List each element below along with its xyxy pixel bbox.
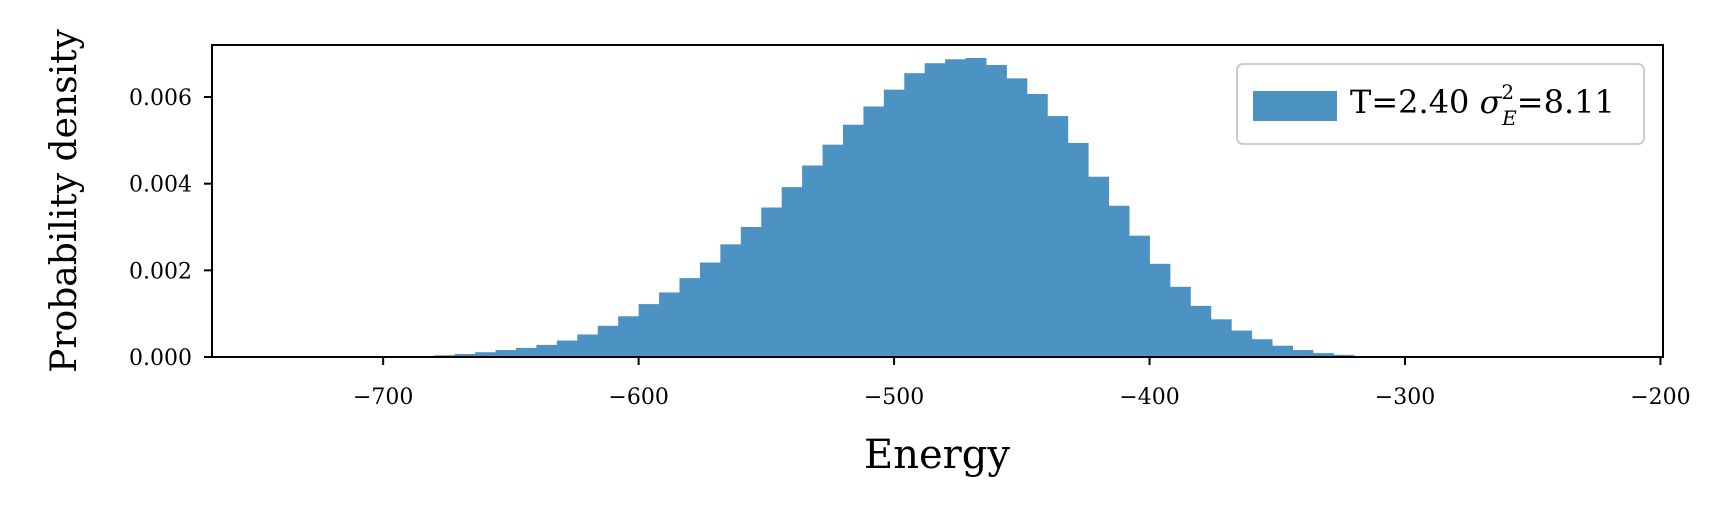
- histogram-bar: [761, 207, 783, 357]
- histogram-bar: [1108, 205, 1130, 357]
- histogram-bar: [1333, 354, 1355, 357]
- y-tick-label: 0.004: [129, 173, 192, 198]
- legend-label-prefix: T=2.40: [1350, 83, 1480, 121]
- x-tick-label: −300: [1375, 385, 1435, 410]
- histogram-bar: [1313, 353, 1334, 357]
- histogram-bar: [1088, 176, 1110, 357]
- x-axis-title: Energy: [864, 432, 1010, 478]
- histogram-bar: [1231, 330, 1253, 357]
- histogram-bar: [679, 278, 701, 357]
- legend-sigma: σ: [1480, 83, 1503, 121]
- histogram-bar: [904, 73, 926, 358]
- legend-sup: 2: [1501, 80, 1514, 104]
- y-axis-title: Probability density: [44, 28, 85, 372]
- legend-box: [1236, 63, 1645, 145]
- histogram-bar: [556, 340, 578, 357]
- histogram-bar: [924, 63, 946, 357]
- histogram-bar: [1272, 345, 1293, 357]
- histogram-bars: [393, 58, 1396, 358]
- histogram-bar: [1149, 263, 1171, 357]
- histogram-bar: [883, 89, 905, 357]
- histogram-bar: [986, 64, 1007, 358]
- legend-sub: E: [1501, 106, 1517, 130]
- histogram-bar: [1006, 78, 1028, 358]
- x-tick-label: −700: [353, 385, 413, 410]
- histogram-bar: [842, 124, 864, 357]
- histogram-bar: [740, 227, 762, 357]
- histogram-bar: [659, 292, 680, 357]
- histogram-bar: [454, 353, 476, 357]
- histogram-bar: [1047, 116, 1069, 357]
- plot-frame: [211, 44, 1664, 358]
- histogram-bar: [1251, 339, 1273, 357]
- histogram-bar: [965, 58, 987, 357]
- x-tick-label: −200: [1630, 385, 1690, 410]
- histogram-bar: [822, 144, 844, 357]
- histogram-bar: [1026, 93, 1048, 357]
- histogram-bar: [863, 106, 885, 357]
- histogram-bar: [475, 352, 496, 357]
- histogram-bar: [638, 304, 660, 357]
- histogram-bar: [1190, 305, 1212, 357]
- histogram-bar: [1169, 286, 1191, 357]
- x-tick-label: −600: [608, 385, 668, 410]
- legend-swatch: [1253, 91, 1337, 121]
- y-axis-ticks: 0.000 0.002 0.004 0.006: [129, 86, 212, 371]
- histogram-bar: [802, 165, 823, 357]
- histogram-bar: [577, 334, 599, 357]
- histogram-bar: [1292, 350, 1314, 357]
- y-tick-label: 0.002: [129, 259, 192, 284]
- x-axis-ticks: −700 −600 −500 −400 −300 −200: [353, 357, 1691, 410]
- histogram-bar: [536, 344, 558, 357]
- histogram-bar: [515, 347, 537, 357]
- y-tick-label: 0.000: [129, 346, 192, 371]
- histogram-bar: [720, 244, 742, 357]
- legend-label-suffix: =8.11: [1517, 83, 1615, 121]
- histogram-bar: [1067, 142, 1089, 357]
- histogram-bar: [945, 59, 966, 358]
- y-tick-label: 0.006: [129, 86, 192, 111]
- histogram-bar: [495, 350, 517, 357]
- histogram-bar: [1210, 319, 1232, 357]
- histogram-bar: [699, 262, 721, 357]
- histogram-bar: [618, 316, 640, 357]
- histogram-bar: [781, 187, 803, 357]
- legend-label: T=2.40 σ2 E=8.11: [1350, 80, 1615, 130]
- x-tick-label: −500: [864, 385, 924, 410]
- histogram-bar: [597, 325, 619, 357]
- legend: T=2.40 σ2 E=8.11: [1236, 63, 1645, 145]
- histogram-bar: [1129, 235, 1150, 357]
- x-tick-label: −400: [1119, 385, 1179, 410]
